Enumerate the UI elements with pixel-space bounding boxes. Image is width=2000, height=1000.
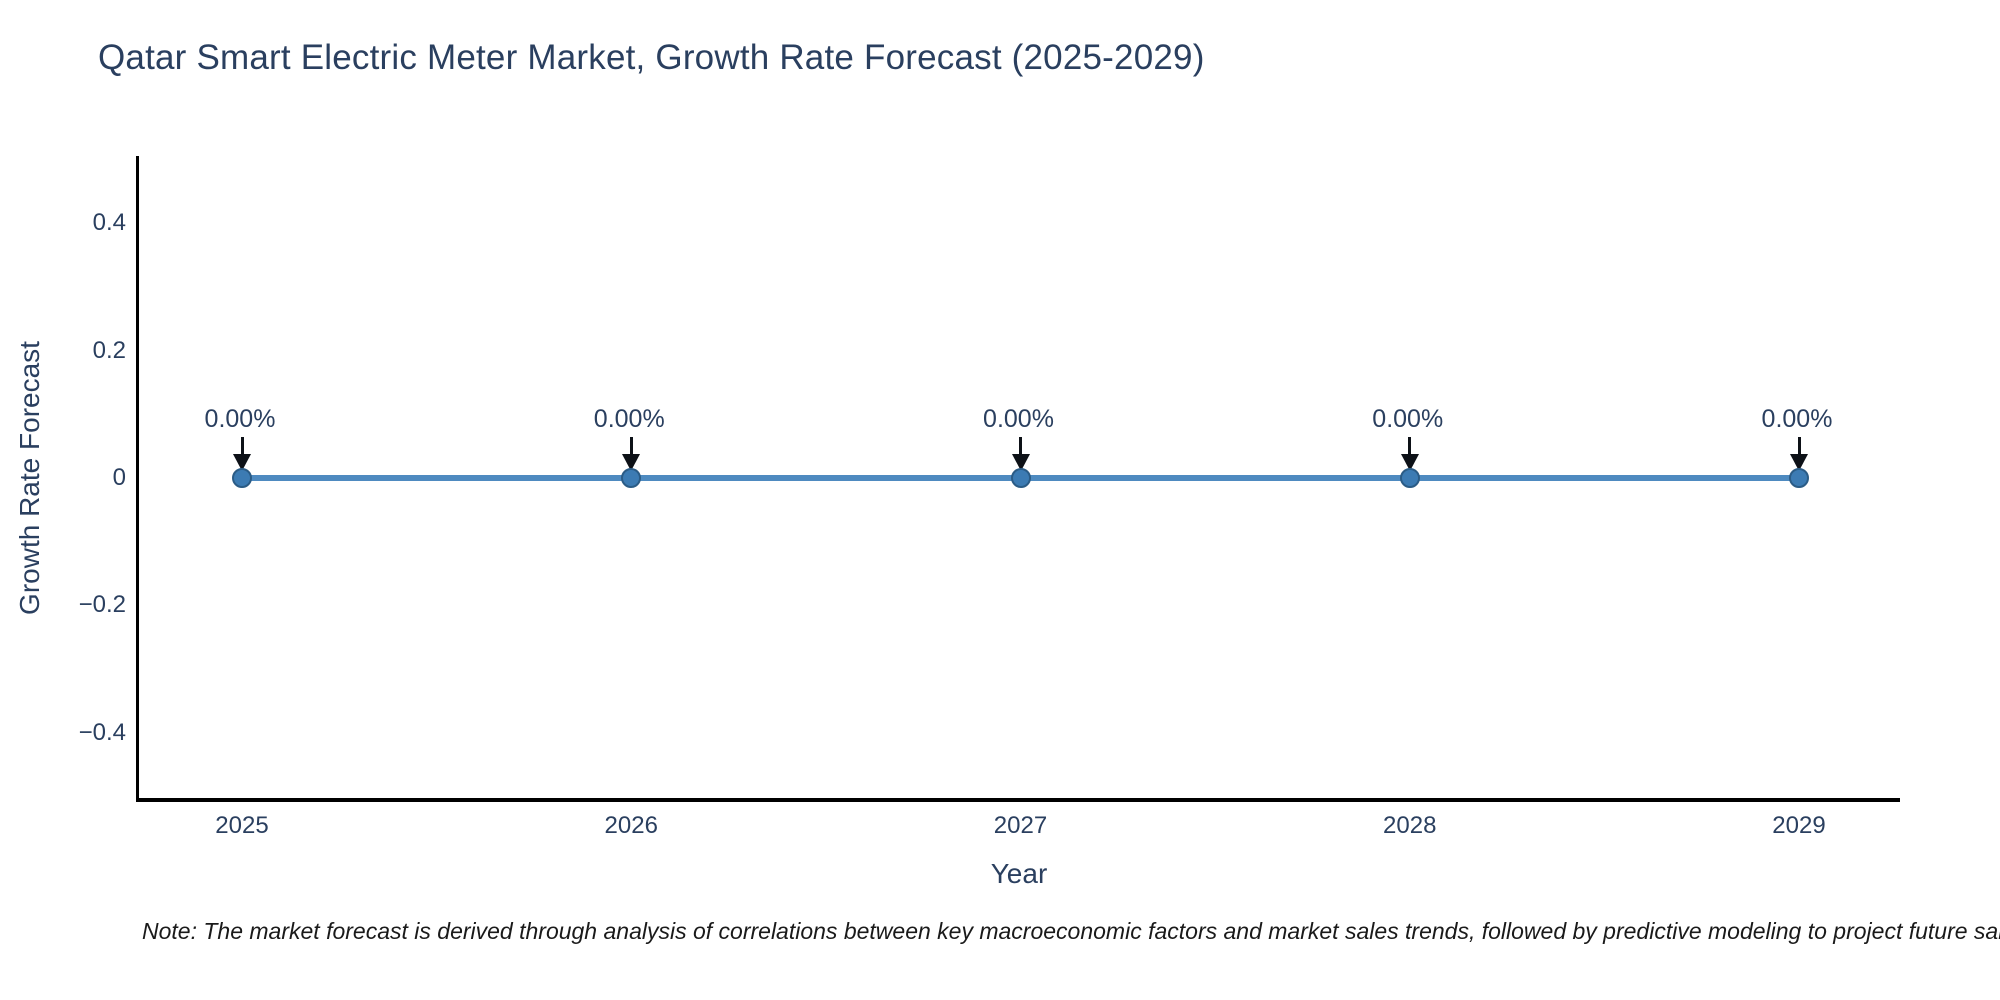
x-tick-label: 2028 (1383, 812, 1437, 839)
annotation-arrow-shaft (240, 437, 244, 456)
arrow-down-icon (233, 454, 251, 471)
annotation-arrow-shaft (1797, 437, 1801, 456)
x-tick-label: 2026 (604, 812, 658, 839)
y-tick-label: −0.2 (78, 591, 126, 619)
arrow-down-icon (1011, 454, 1030, 471)
point-annotation-label: 0.00% (593, 405, 665, 433)
x-tick-label: 2025 (215, 812, 269, 839)
y-axis-line (136, 156, 139, 802)
annotation-arrow-shaft (1019, 437, 1022, 456)
x-axis-title: Year (990, 858, 1048, 889)
x-tick-label: 2027 (993, 812, 1048, 839)
y-tick-label: 0.2 (92, 336, 126, 364)
x-axis-line (136, 798, 1900, 802)
y-tick-label: −0.4 (78, 718, 126, 746)
footnote: Note: The market forecast is derived thr… (142, 918, 2000, 944)
point-annotation-label: 0.00% (983, 405, 1054, 433)
arrow-down-icon (1400, 454, 1419, 471)
annotation-arrow-shaft (629, 437, 633, 456)
point-annotation-label: 0.00% (1372, 405, 1444, 433)
arrow-down-icon (1790, 454, 1808, 471)
data-point-marker (1789, 468, 1809, 488)
arrow-down-icon (622, 454, 641, 471)
chart-title: Qatar Smart Electric Meter Market, Growt… (98, 38, 1205, 77)
data-point-marker (232, 468, 252, 488)
y-tick-label: 0 (112, 464, 126, 491)
y-tick-label: 0.4 (92, 209, 126, 237)
point-annotation-label: 0.00% (1761, 405, 1833, 433)
data-point-marker (621, 468, 642, 488)
x-tick-label: 2029 (1772, 812, 1826, 839)
data-point-marker (1010, 468, 1031, 488)
data-point-marker (1399, 468, 1420, 488)
point-annotation-label: 0.00% (204, 405, 276, 433)
annotation-arrow-shaft (1408, 437, 1412, 456)
